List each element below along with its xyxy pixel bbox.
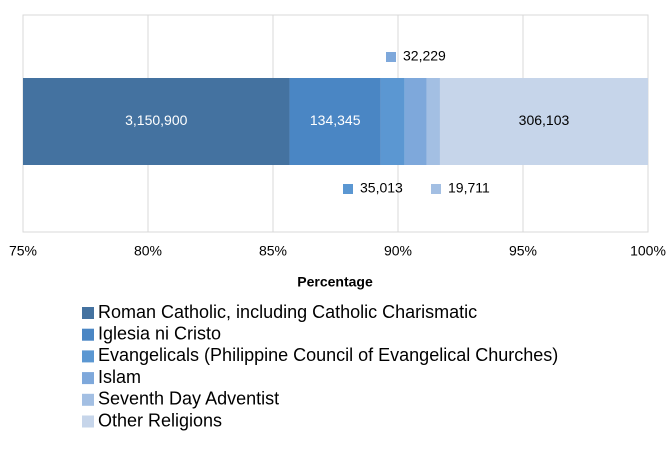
bar-segment — [404, 78, 427, 165]
legend-swatch — [82, 372, 94, 385]
data-label: 19,711 — [448, 180, 490, 196]
data-label: 306,103 — [519, 112, 570, 128]
legend-label: Seventh Day Adventist — [98, 389, 279, 409]
legend-swatch — [82, 415, 94, 428]
data-label: 134,345 — [310, 112, 361, 128]
label-key — [386, 52, 396, 62]
legend-swatch — [82, 307, 94, 319]
x-axis-title: Percentage — [297, 274, 373, 290]
legend-label: Islam — [98, 367, 141, 387]
x-tick-label: 90% — [384, 243, 412, 259]
bar-segment — [23, 78, 290, 165]
legend-label: Iglesia ni Cristo — [98, 323, 221, 343]
bar-segment — [380, 78, 405, 165]
bar-segment — [426, 78, 440, 165]
label-key — [343, 184, 353, 194]
x-tick-label: 85% — [259, 243, 287, 259]
data-label: 35,013 — [360, 180, 403, 196]
legend-label: Other Religions — [98, 410, 222, 430]
bar-segment — [289, 78, 381, 165]
legend-swatch — [82, 350, 94, 363]
data-label: 32,229 — [403, 48, 446, 64]
x-tick-label: 100% — [630, 243, 666, 259]
legend-label: Evangelicals (Philippine Council of Evan… — [98, 345, 558, 365]
legend-swatch — [82, 393, 94, 406]
bar-segment — [439, 78, 648, 165]
data-label: 3,150,900 — [125, 112, 187, 128]
legend-label: Roman Catholic, including Catholic Chari… — [98, 302, 477, 322]
x-tick-label: 75% — [9, 243, 37, 259]
legend-swatch — [82, 328, 94, 341]
x-tick-label: 80% — [134, 243, 162, 259]
label-key — [431, 184, 441, 194]
x-tick-label: 95% — [509, 243, 537, 259]
